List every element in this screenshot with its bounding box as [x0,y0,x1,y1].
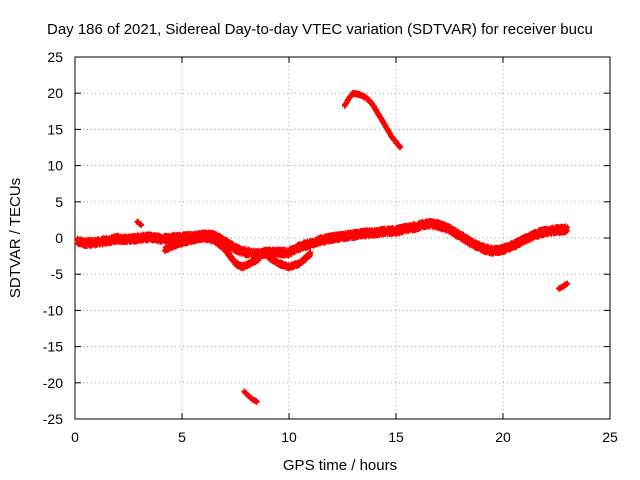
x-tick-label: 5 [178,429,186,445]
chart-title: Day 186 of 2021, Sidereal Day-to-day VTE… [47,21,593,38]
x-tick-label: 25 [602,429,618,445]
x-tick-label: 0 [71,429,79,445]
y-tick-label: -20 [43,375,63,391]
y-tick-label: -15 [43,339,63,355]
y-tick-label: -10 [43,302,63,318]
y-tick-label: 10 [47,158,63,174]
x-tick-label: 10 [281,429,297,445]
y-tick-label: -25 [43,411,63,427]
y-tick-label: 20 [47,85,63,101]
y-tick-label: 25 [47,49,63,65]
y-tick-label: 15 [47,121,63,137]
y-tick-label: 0 [55,230,63,246]
x-tick-label: 20 [495,429,511,445]
y-tick-label: -5 [51,266,64,282]
x-tick-label: 15 [388,429,404,445]
axis-ticks: 0 5 10 15 20 25 -25 -20 -15 -10 -5 0 5 10 15 20 25 [43,49,618,445]
data-points [74,89,570,405]
y-tick-label: 5 [55,194,63,210]
